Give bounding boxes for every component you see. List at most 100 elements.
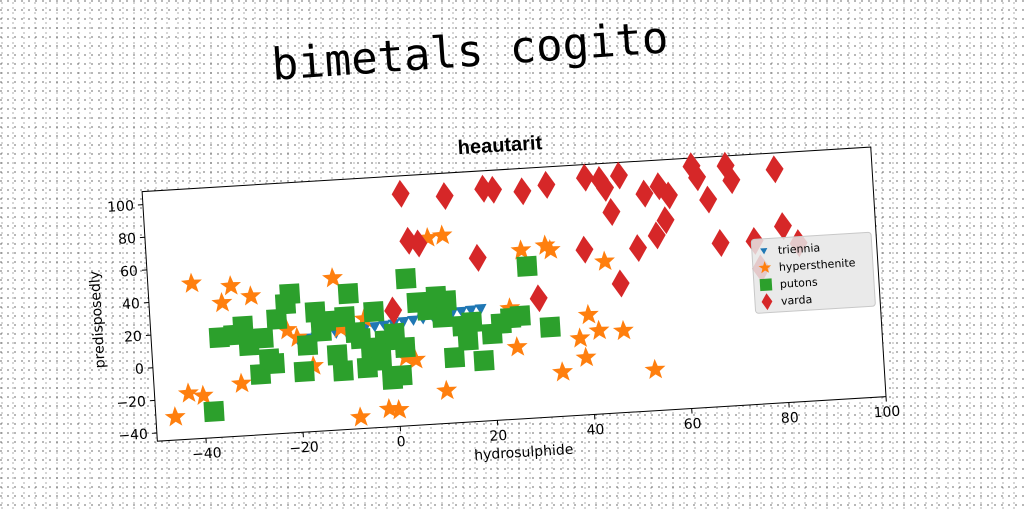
point-varda [659, 181, 678, 210]
legend-marker-triennia [760, 248, 768, 255]
point-varda [513, 177, 532, 206]
point-putons [473, 350, 495, 372]
point-triennia [464, 305, 477, 316]
point-hypersthenite [388, 399, 410, 420]
point-hypersthenite [192, 384, 214, 406]
x-axis: −40 −20 0 20 40 60 80 100 [192, 396, 901, 463]
point-hypersthenite [164, 406, 186, 427]
y-axis-label: predisposedly [87, 270, 109, 368]
point-putons [252, 327, 274, 349]
point-hypersthenite [177, 382, 199, 403]
legend-marker-putons [759, 278, 773, 292]
x-tick-label: 80 [780, 410, 799, 427]
point-hypersthenite [594, 250, 615, 271]
y-tick-label: −20 [116, 394, 146, 412]
chart-figure: heautarit −40 −20 0 20 40 60 80 100 −40 −20 0 20 40… [82, 132, 919, 485]
point-putons [332, 360, 354, 382]
point-putons [461, 311, 483, 333]
y-tick-label: 0 [135, 361, 145, 378]
legend-label: putons [780, 276, 819, 291]
point-varda [722, 166, 741, 195]
point-hypersthenite [575, 346, 597, 367]
y-tick-label: 80 [118, 231, 137, 248]
legend-label: hypersthenite [779, 256, 857, 274]
point-putons [395, 268, 417, 290]
x-tick-label: −40 [192, 445, 222, 463]
point-hypersthenite [220, 275, 242, 296]
point-putons [326, 344, 348, 366]
point-varda [575, 235, 594, 264]
point-varda [596, 173, 615, 202]
x-tick-label: 20 [489, 428, 508, 445]
point-varda [435, 182, 454, 211]
plot-area [141, 146, 887, 442]
point-varda [629, 234, 647, 263]
legend-box [750, 231, 876, 314]
point-varda [688, 163, 707, 192]
point-varda [474, 174, 493, 203]
point-varda [529, 284, 548, 313]
point-triennia [368, 321, 381, 333]
point-putons [279, 283, 301, 305]
point-triennia [406, 315, 419, 326]
point-hypersthenite [378, 397, 400, 419]
point-putons [203, 400, 225, 423]
point-hypersthenite [577, 303, 599, 325]
point-hypersthenite [350, 406, 371, 427]
x-axis-label: hydrosulphide [474, 442, 574, 464]
point-putons [431, 306, 453, 328]
x-tick-label: 0 [396, 434, 406, 451]
point-putons [370, 349, 393, 371]
point-putons [435, 290, 457, 312]
point-triennia [474, 303, 487, 315]
point-varda [484, 175, 503, 204]
point-varda [656, 206, 675, 235]
scatter-chart: heautarit −40 −20 0 20 40 60 80 100 −40 −20 0 20 40… [87, 132, 901, 464]
point-hypersthenite [436, 379, 458, 400]
point-hypersthenite [612, 319, 634, 341]
y-tick-label: 100 [107, 198, 135, 216]
point-putons [232, 315, 254, 337]
point-varda [611, 269, 630, 298]
y-tick-label: 20 [124, 329, 143, 346]
point-putons [337, 283, 359, 305]
point-varda [384, 296, 403, 325]
data-marks [164, 151, 808, 427]
point-putons [509, 305, 531, 327]
x-tick-label: −20 [289, 439, 319, 457]
point-hypersthenite [417, 226, 438, 248]
figure-title: bimetals cogito [270, 12, 670, 91]
point-hypersthenite [539, 239, 561, 260]
point-hypersthenite [404, 348, 426, 370]
point-putons [334, 306, 356, 328]
point-varda [647, 221, 666, 250]
point-putons [516, 255, 538, 277]
chart-title: heautarit [457, 132, 543, 159]
point-varda [468, 243, 487, 272]
point-hypersthenite [510, 239, 532, 260]
y-tick-label: −40 [118, 427, 148, 445]
point-varda [711, 229, 730, 257]
point-triennia [397, 316, 410, 328]
point-varda [602, 198, 621, 227]
point-varda [409, 229, 428, 258]
point-hypersthenite [644, 358, 666, 380]
point-varda [391, 179, 410, 208]
y-axis: −40 −20 0 20 40 60 80 100 [107, 198, 157, 445]
point-varda [635, 179, 654, 208]
point-varda [609, 161, 628, 190]
point-hypersthenite [240, 285, 262, 306]
legend-marker-hypersthenite [758, 261, 772, 274]
x-tick-label: 60 [683, 416, 702, 433]
point-hypersthenite [180, 272, 202, 293]
y-tick-label: 40 [122, 296, 141, 313]
point-hypersthenite [211, 291, 233, 313]
legend-marker-varda [761, 293, 773, 311]
point-putons [443, 346, 466, 369]
point-hypersthenite [506, 336, 528, 357]
y-tick-label: 60 [120, 263, 139, 280]
point-putons [314, 310, 337, 332]
x-tick-label: 40 [586, 422, 605, 439]
point-varda [773, 212, 792, 241]
